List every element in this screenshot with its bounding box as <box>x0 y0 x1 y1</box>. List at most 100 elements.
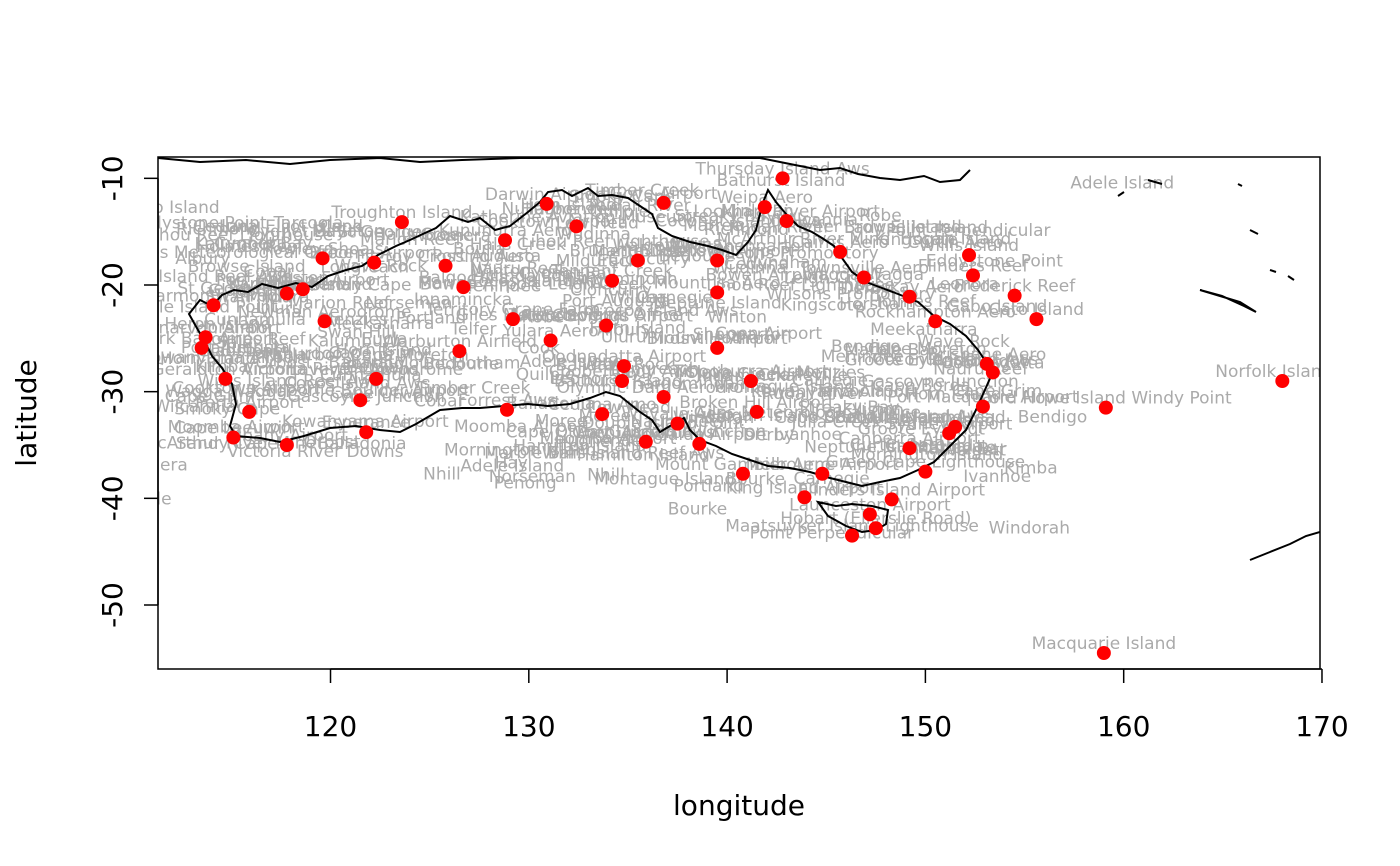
station-label: Leonora <box>550 369 619 389</box>
station-label: Penong <box>494 473 557 493</box>
station-label: Woomera <box>107 455 188 475</box>
station-label: Bowen Airport <box>706 266 827 286</box>
station-label: Timber Creek <box>415 379 530 399</box>
station-label: Hay <box>495 454 528 474</box>
station-label: Kingscote <box>781 295 864 315</box>
station-label: Richmond <box>704 220 789 240</box>
station-label: Eucla <box>362 330 408 350</box>
station-label: Adele Island <box>1070 173 1174 193</box>
station-point <box>902 289 917 304</box>
station-point <box>868 521 883 536</box>
station-label: Montague Island <box>594 470 735 490</box>
station-point <box>1096 646 1111 660</box>
station-label: Mildura <box>556 252 619 272</box>
station-label: Ceduna Amo <box>548 395 657 415</box>
station-label: Kowanyama Airport <box>751 382 918 402</box>
station-label: Minlaton <box>721 202 794 222</box>
station-label: Victoria River Downs <box>227 442 404 462</box>
station-label: Maatsuyker Island Lighthouse <box>725 517 979 537</box>
station-label: Point Perpendicular <box>886 221 1051 241</box>
station-label: Lihou Reef Lighthouse <box>145 226 334 246</box>
station-point <box>599 318 614 333</box>
station-label: Gabo Island <box>119 198 220 218</box>
y-axis-title: latitude <box>10 359 43 466</box>
station-label: Kowanyama Airport <box>282 412 449 432</box>
station-label: Menzies <box>796 363 865 383</box>
station-point <box>438 258 453 273</box>
station-label: Cunnamulla <box>204 310 306 330</box>
x-tick-label: 130 <box>502 710 555 743</box>
station-point <box>775 171 790 186</box>
station-point <box>615 374 630 388</box>
station-point <box>394 215 409 230</box>
station-label: Port Augusta <box>562 292 671 312</box>
station-point <box>1275 374 1290 388</box>
station-label: Longreach <box>320 258 409 278</box>
station-label: Bedourie <box>423 355 499 375</box>
station-label: Leonora <box>930 274 999 294</box>
station-label: Hogan Island <box>708 406 819 426</box>
station-point <box>962 248 977 263</box>
station-label: Nauru Reef <box>933 360 1029 380</box>
station-point <box>367 255 382 270</box>
station-label: Nullarbor <box>264 346 343 366</box>
station-label: Lucinda Point <box>511 305 625 325</box>
station-point <box>975 399 990 414</box>
station-label: Balladonia <box>317 434 406 454</box>
station-label: Kalumburu <box>308 332 401 352</box>
station-label: Double Island Point <box>581 414 745 434</box>
station-label: Halls Creek <box>470 235 566 255</box>
station-label: Carnarvon Airport <box>130 318 282 338</box>
station-label: Marble Bar <box>484 444 577 464</box>
station-label: Menindee <box>821 347 904 367</box>
station-label: Cape Borda <box>872 376 971 396</box>
station-label: Cleve <box>552 306 600 326</box>
x-tick-label: 150 <box>899 710 952 743</box>
station-label: Cygnet Bay <box>214 234 312 254</box>
station-label: Cooktown Airport <box>476 212 624 232</box>
station-label: Nhill <box>587 466 625 486</box>
station-label: Cygnet Bay <box>248 222 346 242</box>
station-label: Brisbane Aero <box>927 345 1046 365</box>
fiji-islands <box>1117 179 1295 281</box>
station-label: Elliston <box>267 268 329 288</box>
station-label: Coconut Island Aws <box>873 350 1038 370</box>
station-label: Cocos Island Aws <box>284 373 430 393</box>
station-label: Kowanyama Airport <box>141 348 308 368</box>
new-caledonia-coastline <box>1199 289 1257 313</box>
station-label: Port Macquarie Airport <box>887 388 1079 408</box>
station-label: Hogan Island <box>900 230 1011 250</box>
station-point <box>692 436 707 451</box>
station-label: Ceduna <box>724 254 789 274</box>
station-label: Lihou Reef Lighthouse <box>521 232 710 252</box>
station-point <box>918 464 933 479</box>
station-point <box>884 492 899 507</box>
station-label: McArthur River Mine <box>143 434 316 454</box>
station-point <box>797 490 812 505</box>
station-label: Sale <box>135 490 171 510</box>
station-label: Balgo Hills <box>419 268 508 288</box>
station-label: Cape Grim <box>165 387 255 407</box>
station-point <box>498 233 513 248</box>
station-label: Hamilton Island <box>513 436 646 456</box>
station-label: Whyalla Aero <box>621 405 733 425</box>
station-label: Uluru <box>601 327 647 347</box>
station-label: Alice Springs Airport <box>519 307 693 327</box>
station-point <box>543 333 558 348</box>
station-label: Cocos Island Aws <box>467 271 613 291</box>
station-label: Horn Island <box>905 384 1002 404</box>
station-label: Cape Otway <box>506 423 609 443</box>
station-label: Charleville <box>906 438 996 458</box>
tasmania-coastline <box>815 500 890 534</box>
station-label: Tarcoola <box>814 382 885 402</box>
y-axis: -10 -20 -30 -40 -50 <box>96 155 159 628</box>
station-label: Walgett <box>612 236 678 256</box>
station-point <box>845 528 860 543</box>
station-point <box>985 365 1000 380</box>
station-label: Wagga Wagga <box>165 382 287 402</box>
station-label: Moomba Airport <box>168 418 305 438</box>
station-label: Mornington Island <box>851 445 1004 465</box>
station-label: Yulara Aero <box>502 321 599 341</box>
station-label: Ballarat <box>328 353 394 373</box>
station-point <box>353 393 368 408</box>
